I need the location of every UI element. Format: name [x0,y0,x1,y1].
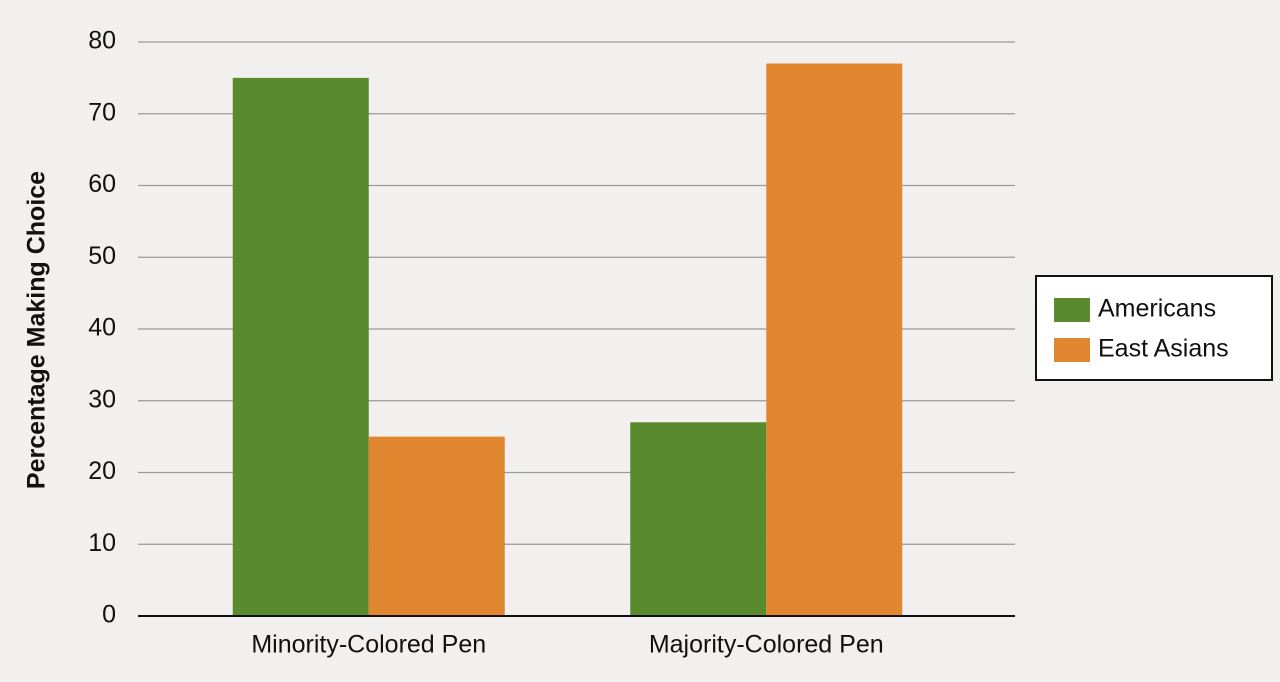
y-tick-label: 60 [88,170,116,198]
legend-label: East Asians [1098,335,1229,363]
x-tick-label: Majority-Colored Pen [649,631,884,659]
bar [630,422,767,616]
y-tick-label: 10 [88,529,116,557]
bar [368,436,505,616]
legend-swatch [1054,298,1090,322]
y-tick-label: 50 [88,242,116,270]
bar [766,63,903,616]
legend-swatch [1054,338,1090,362]
y-tick-label: 80 [88,27,116,55]
y-tick-label: 30 [88,385,116,413]
bar [232,77,369,616]
legend-label: Americans [1098,295,1216,323]
y-tick-label: 20 [88,457,116,485]
y-tick-label: 0 [102,601,116,629]
x-tick-label: Minority-Colored Pen [251,631,486,659]
y-tick-label: 70 [88,98,116,126]
y-tick-label: 40 [88,314,116,342]
y-axis-label: Percentage Making Choice [23,171,51,489]
legend-box [1035,275,1273,381]
